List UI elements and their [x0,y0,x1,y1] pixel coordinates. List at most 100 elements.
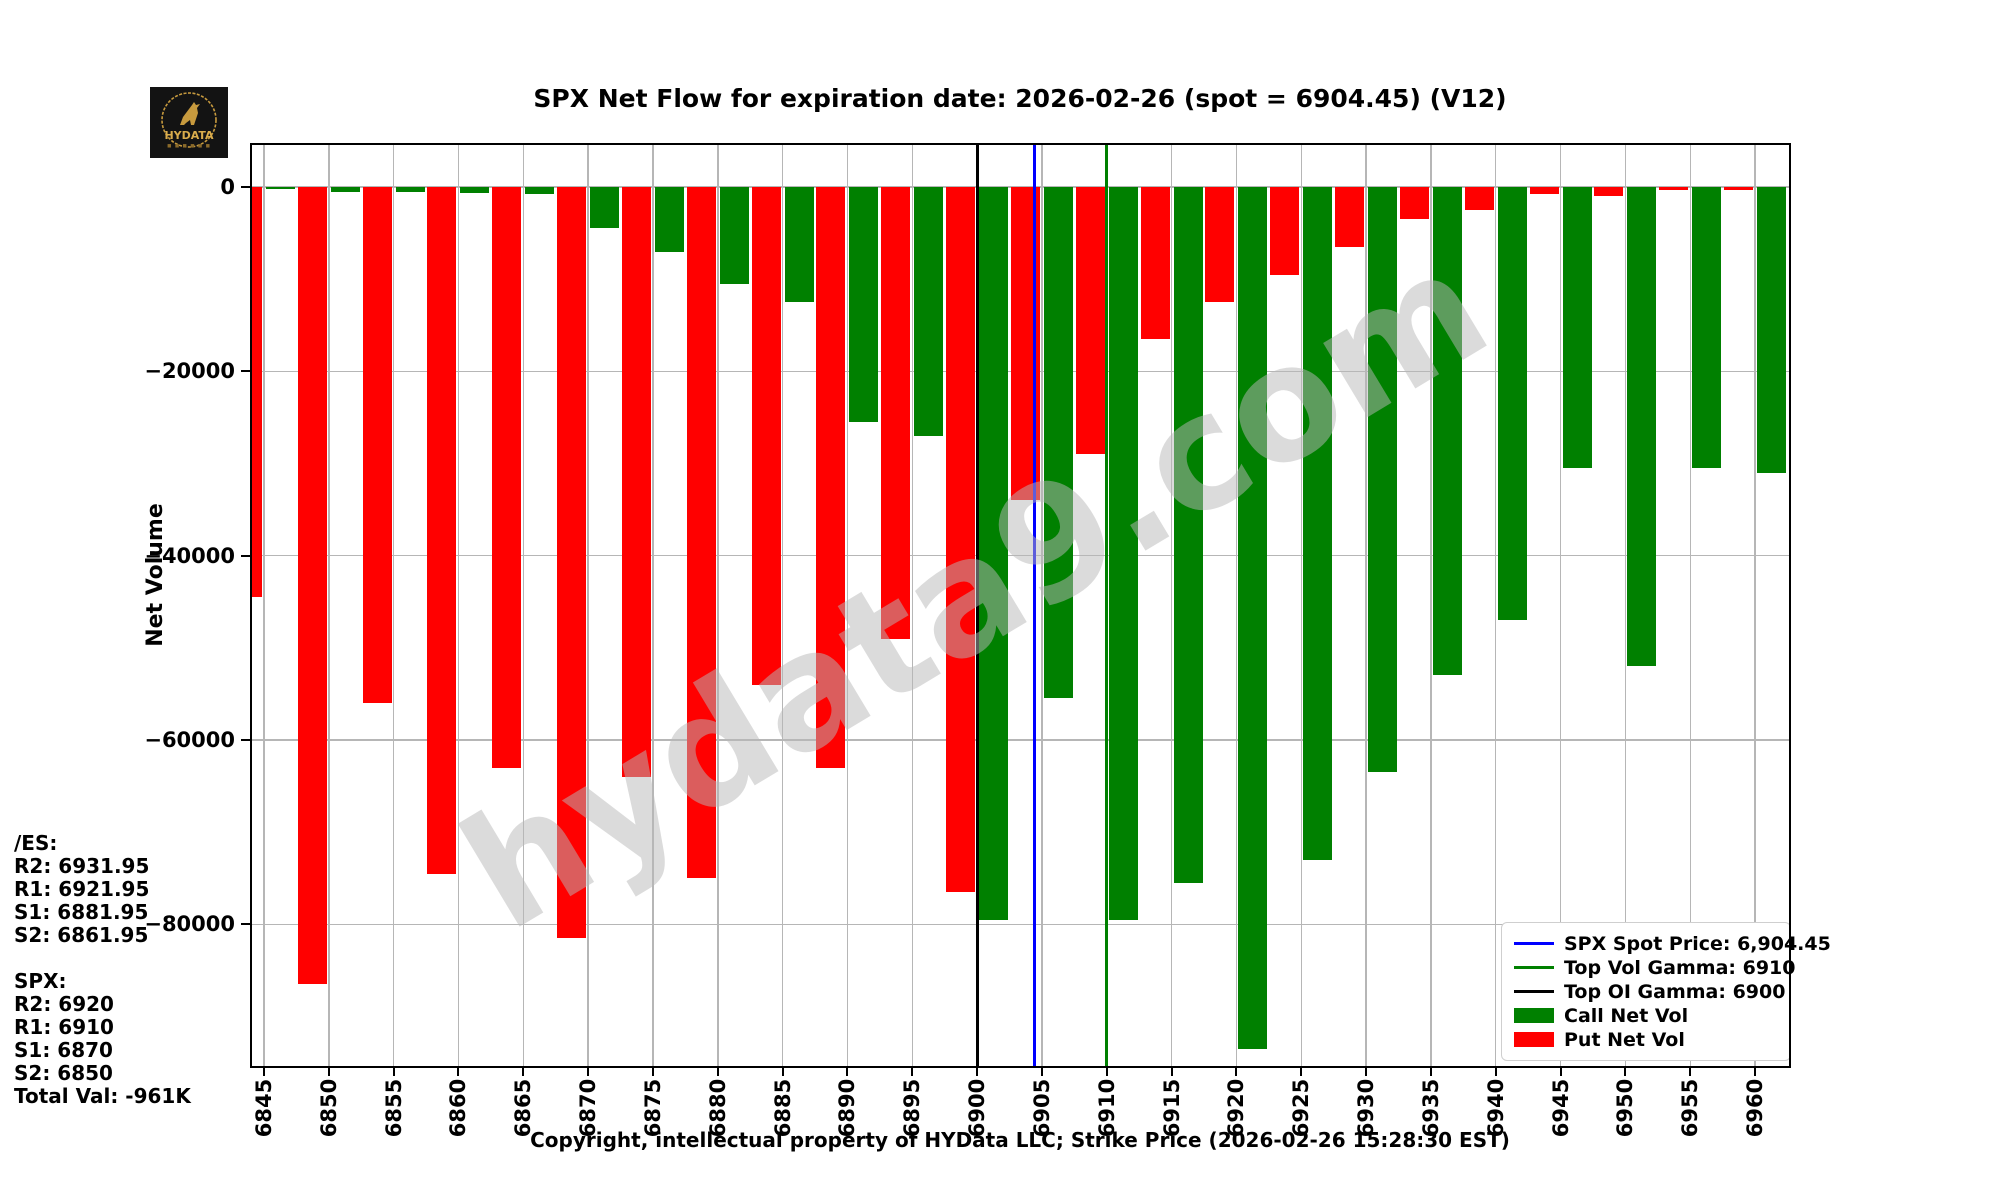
y-gridline [250,554,1791,557]
x-gridline [1689,143,1691,1068]
legend-color-swatch [1514,1032,1554,1047]
support-resistance-line: Total Val: -961K [14,1084,191,1108]
legend-color-swatch [1514,1008,1554,1023]
x-tick-mark [1235,1068,1238,1076]
y-tick-label: 0 [220,175,235,199]
support-resistance-line: S2: 6850 [14,1061,113,1085]
x-tick-mark [1429,1068,1432,1076]
bar-call-6920 [1238,187,1268,1049]
hydata-logo-graphic: HYDATA ■ ■ ■ ■ ■ ■ [150,87,228,158]
bar-call-6950 [1627,187,1657,667]
y-tick-label: −80000 [144,912,235,937]
bar-call-6865 [525,187,555,195]
x-tick-mark [1170,1068,1173,1076]
x-gridline [1430,143,1432,1068]
x-tick-mark [1494,1068,1497,1076]
support-resistance-line: R1: 6910 [14,1015,114,1039]
bar-call-6860 [460,187,490,194]
x-tick-mark [522,1068,525,1076]
x-gridline [1754,143,1756,1068]
bar-put-6960 [1724,187,1754,190]
vline-6904.45 [1033,143,1037,1068]
y-tick-mark [241,186,250,188]
x-gridline [846,143,849,1068]
x-gridline [1365,143,1367,1068]
x-tick-mark [392,1068,395,1076]
bar-put-6945 [1529,187,1559,195]
support-resistance-panel: /ES: R2: 6931.95 R1: 6921.95 S1: 6881.95 S2:… [14,832,191,1108]
bar-put-6930 [1335,187,1365,247]
x-tick-mark [1365,1068,1368,1076]
x-tick-mark [1754,1068,1757,1076]
x-gridline [781,143,784,1068]
bar-call-6915 [1173,187,1203,883]
bar-put-6950 [1594,187,1624,197]
legend-item: Call Net Vol [1514,1004,1778,1027]
y-axis-label: Net Volume [143,503,168,647]
support-resistance-line: S1: 6881.95 [14,900,149,924]
bar-call-6855 [395,187,425,192]
x-gridline [522,143,524,1068]
x-tick-mark [976,1068,979,1076]
legend-line-sample [1514,942,1554,945]
bar-put-6855 [362,187,392,704]
legend-line-sample [1514,990,1554,993]
bar-call-6900 [979,187,1009,920]
legend: SPX Spot Price: 6,904.45 Top Vol Gamma: 6… [1501,922,1831,1061]
x-tick-mark [1689,1068,1692,1076]
bar-call-6880 [719,187,749,284]
legend-item: Top Vol Gamma: 6910 [1514,956,1795,979]
bar-call-6845 [266,187,295,189]
legend-item: Put Net Vol [1514,1028,1778,1051]
bar-put-6940 [1464,187,1494,211]
y-tick-label: −40000 [144,543,235,568]
bar-put-6870 [557,187,587,939]
x-tick-label-6960: 6960 [1743,1078,1768,1138]
support-resistance-line [14,947,191,970]
bar-call-6850 [330,187,360,192]
x-tick-mark [587,1068,590,1076]
y-tick-mark [241,554,250,557]
y-tick-label: −20000 [144,359,235,384]
bar-put-6850 [297,187,327,985]
y-tick-label: −60000 [144,727,235,752]
bar-put-6910 [1075,187,1105,455]
y-tick-mark [241,923,250,926]
bar-call-6940 [1497,187,1527,621]
bar-put-6860 [427,187,457,874]
x-tick-mark [1300,1068,1303,1076]
bar-call-6870 [590,187,620,229]
wolf-icon [180,102,200,125]
x-tick-mark [327,1068,330,1076]
x-gridline [1041,143,1043,1068]
bar-put-6920 [1205,187,1235,303]
x-tick-label-6845: 6845 [252,1078,276,1138]
vline-6900 [975,143,979,1068]
bar-call-6875 [654,187,684,252]
bar-call-6945 [1562,187,1592,469]
support-resistance-line: R2: 6920 [14,992,114,1016]
bar-call-6935 [1432,187,1462,676]
x-tick-mark [1624,1068,1627,1076]
bar-put-6890 [816,187,846,768]
bar-call-6910 [1108,187,1138,920]
support-resistance-line: SPX: [14,969,67,993]
bar-put-6935 [1399,187,1429,220]
bar-put-6875 [621,187,651,777]
x-gridline [1235,143,1238,1068]
bar-put-6885 [751,187,781,685]
bar-call-6925 [1303,187,1333,860]
legend-line-sample [1514,966,1554,969]
x-tick-mark [457,1068,460,1076]
x-tick-mark [1105,1068,1108,1076]
legend-item: Top OI Gamma: 6900 [1514,980,1785,1003]
bar-call-6960 [1757,187,1787,473]
bar-put-6915 [1140,187,1170,340]
x-tick-mark [1040,1068,1043,1076]
legend-label: Top OI Gamma: 6900 [1564,980,1786,1003]
x-tick-mark [1559,1068,1562,1076]
bar-call-6885 [784,187,814,303]
x-gridline [1624,143,1627,1068]
legend-label: Put Net Vol [1564,1028,1685,1051]
